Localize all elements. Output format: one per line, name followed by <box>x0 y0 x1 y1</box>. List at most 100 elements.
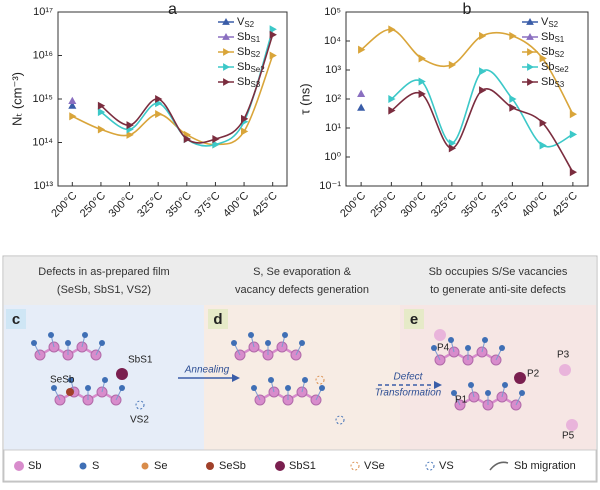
y-tick-label: 10² <box>325 93 341 105</box>
letter-bg <box>208 309 228 329</box>
atom-s <box>431 345 437 351</box>
atom-s <box>119 385 125 391</box>
legend-label: SeSb <box>219 460 246 472</box>
legend-label: SbS3 <box>541 76 565 89</box>
y-tick-label: 10¹³ <box>33 180 53 192</box>
marker <box>526 17 534 25</box>
atom-s <box>31 340 37 346</box>
atom-s <box>99 340 105 346</box>
legend-label: Se <box>154 460 167 472</box>
panel-letter: c <box>12 311 20 328</box>
header-band <box>4 257 596 305</box>
marker <box>388 94 396 104</box>
letter-bg <box>6 309 26 329</box>
arrow-label: Annealing <box>184 365 230 376</box>
legend-label: SbSe2 <box>237 61 265 74</box>
atom-s <box>299 340 305 346</box>
marker <box>222 32 230 40</box>
legend-label: S <box>92 460 99 472</box>
marker <box>388 106 396 115</box>
marker <box>223 78 231 86</box>
atom-s <box>265 340 271 346</box>
atom-label: P1 <box>455 395 468 406</box>
x-tick-label: 200°C <box>49 190 79 220</box>
atom-s <box>231 340 237 346</box>
marker <box>448 60 457 69</box>
atom-label: P3 <box>557 350 570 361</box>
legend-name: Sb <box>541 46 554 58</box>
marker <box>155 110 163 119</box>
marker <box>97 125 106 134</box>
y-tick-label: 10¹⁵ <box>33 93 53 105</box>
atom-s <box>251 385 257 391</box>
atom-s <box>482 337 488 343</box>
marker <box>479 67 487 76</box>
legend-name: Sb <box>237 76 250 88</box>
atom-s <box>465 345 471 351</box>
atom-s <box>499 345 505 351</box>
atom-s <box>448 337 454 343</box>
y-tick-label: 10⁴ <box>324 35 341 47</box>
legend-name: Sb <box>541 76 554 88</box>
x-tick-label: 350°C <box>459 190 489 220</box>
panel-header: S, Se evaporation & <box>253 266 352 278</box>
legend-label: SbS2 <box>237 46 261 59</box>
legend-symbol <box>14 461 24 471</box>
atom-s <box>48 332 54 338</box>
arrow-head <box>232 374 240 382</box>
marker <box>527 48 535 56</box>
panel-letter: d <box>213 311 222 328</box>
marker <box>539 118 547 127</box>
y-axis-label: Nₜ (cm⁻³) <box>9 72 24 126</box>
legend-sub: S1 <box>554 35 564 44</box>
marker <box>448 144 457 153</box>
marker <box>223 48 231 56</box>
marker <box>358 45 366 54</box>
legend-label: VS2 <box>237 16 255 29</box>
atom-label: VS2 <box>130 415 149 426</box>
panel-header: Defects in as-prepared film <box>38 266 169 278</box>
legend-name: Sb <box>541 31 554 43</box>
marker <box>448 139 457 148</box>
atom-s <box>102 377 108 383</box>
marker <box>527 78 535 86</box>
x-tick-label: 200°C <box>338 190 368 220</box>
legend-sub: S2 <box>250 50 260 59</box>
legend-label: VSe <box>364 460 385 472</box>
legend-sub: S2 <box>244 20 254 29</box>
legend-label: VS2 <box>541 16 559 29</box>
legend-arrow <box>489 461 509 471</box>
marker <box>509 103 517 112</box>
marker <box>539 54 547 63</box>
x-tick-label: 375°C <box>192 190 222 220</box>
migrating-sb <box>434 329 446 341</box>
legend-symbol <box>141 462 149 470</box>
atom-s <box>485 390 491 396</box>
panel-e-bg <box>400 305 596 450</box>
marker <box>569 110 578 119</box>
legend-label: SbS1 <box>237 31 261 44</box>
arrow-label: Transformation <box>375 388 442 399</box>
letter-bg <box>404 309 424 329</box>
marker <box>569 168 578 177</box>
legend-label: SbS2 <box>541 46 565 59</box>
migrating-sb <box>559 364 571 376</box>
atom-label: P2 <box>527 369 540 380</box>
legend-symbol <box>425 461 435 471</box>
marker <box>222 17 230 25</box>
legend-label: SbS3 <box>237 76 261 89</box>
y-tick-label: 10⁻¹ <box>319 180 341 192</box>
marker <box>241 114 249 123</box>
atom-sbs1 <box>514 372 526 384</box>
x-tick-label: 250°C <box>78 190 108 220</box>
legend-name: Sb <box>541 61 554 73</box>
arrow-label: Defect <box>394 372 424 383</box>
legend-label: Sb <box>28 460 41 472</box>
atom-s <box>82 332 88 338</box>
marker <box>527 63 535 71</box>
x-tick-label: 375°C <box>489 190 519 220</box>
y-tick-label: 10¹⁴ <box>32 136 53 148</box>
legend-name: V <box>541 16 549 28</box>
atom-s <box>302 377 308 383</box>
legend-sub: S3 <box>250 80 260 89</box>
